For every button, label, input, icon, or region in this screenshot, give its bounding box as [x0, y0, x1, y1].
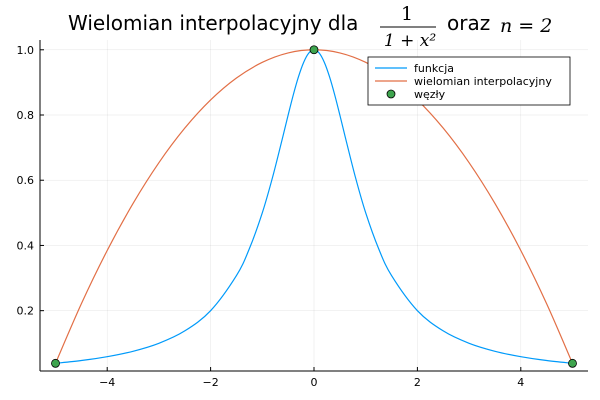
y-tick-label-4: 1.0 [17, 44, 35, 57]
legend: funkcja wielomian interpolacyjny węzły [367, 56, 571, 106]
y-tick-label-2: 0.6 [17, 174, 35, 187]
x-tick-labels: −4 −2 0 2 4 [99, 376, 524, 389]
node-point-1 [309, 45, 319, 55]
y-tick-label-0: 0.2 [17, 305, 35, 318]
legend-label-funkcja: funkcja [414, 62, 454, 75]
node-point-2 [568, 358, 577, 368]
legend-marker-wezly [386, 89, 396, 99]
x-tick-label-4: 4 [517, 376, 524, 389]
legend-label-wezly: węzły [414, 88, 446, 101]
node-point-0 [51, 358, 60, 368]
x-tick-label-0: −4 [99, 376, 115, 389]
title-fraction-denominator: 1 + x² [384, 31, 436, 51]
y-tick-label-1: 0.4 [17, 239, 35, 252]
x-tick-label-3: 2 [414, 376, 421, 389]
title-prefix: Wielomian interpolacyjny dla [68, 11, 358, 35]
x-tick-label-2: 0 [311, 376, 318, 389]
axes [39, 40, 588, 372]
x-tick-label-1: −2 [202, 376, 218, 389]
legend-label-wielomian: wielomian interpolacyjny [414, 75, 552, 88]
title-fraction-numerator: 1 [401, 3, 413, 25]
title-n-expression: n = 2 [500, 15, 552, 37]
y-tick-labels: 0.2 0.4 0.6 0.8 1.0 [17, 44, 35, 318]
title-connector: oraz [447, 11, 490, 35]
series-layer [51, 45, 577, 368]
chart-title: Wielomian interpolacyjny dla 1 1 + x² or… [68, 3, 552, 51]
y-tick-label-3: 0.8 [17, 109, 35, 122]
